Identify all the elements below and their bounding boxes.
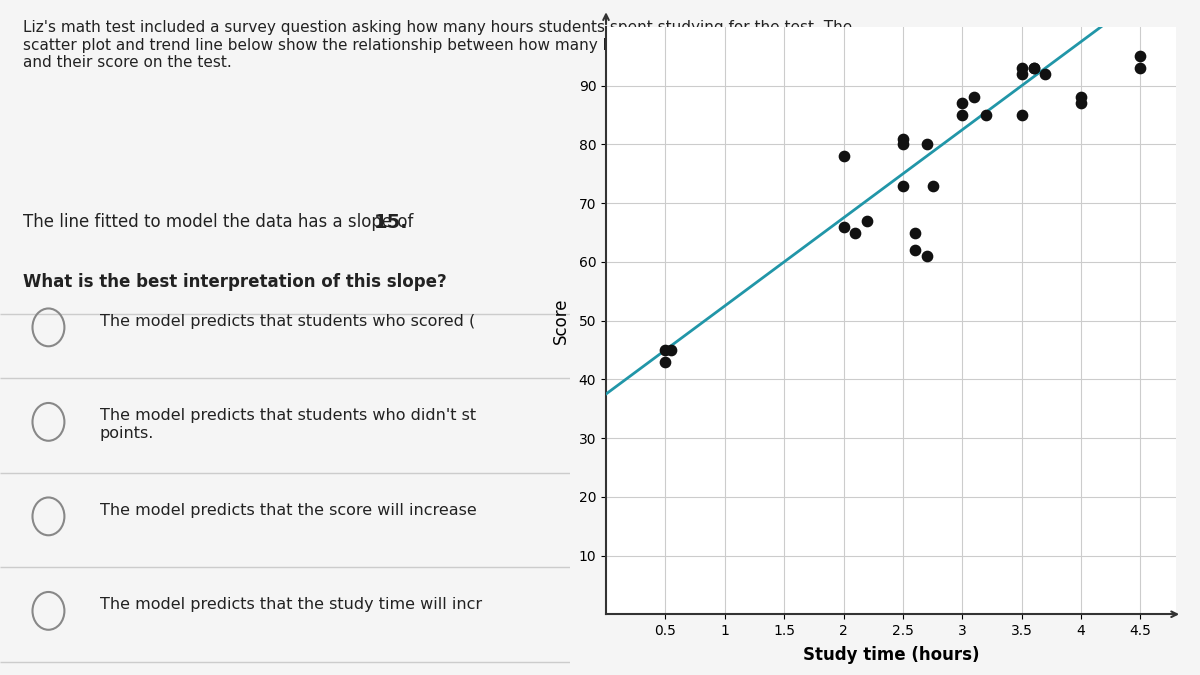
Point bbox=[893, 133, 912, 144]
Point bbox=[846, 227, 865, 238]
Point bbox=[1130, 63, 1150, 74]
Text: 15.: 15. bbox=[373, 213, 408, 232]
Text: The model predicts that students who didn't st
points.: The model predicts that students who did… bbox=[100, 408, 476, 441]
Point bbox=[661, 344, 680, 355]
Point bbox=[1024, 63, 1043, 74]
Point bbox=[655, 356, 674, 367]
Text: The model predicts that the study time will incr: The model predicts that the study time w… bbox=[100, 597, 482, 612]
Point bbox=[1012, 69, 1031, 80]
Text: The model predicts that the score will increase: The model predicts that the score will i… bbox=[100, 503, 476, 518]
Point bbox=[834, 221, 853, 232]
Point bbox=[1036, 69, 1055, 80]
Text: What is the best interpretation of this slope?: What is the best interpretation of this … bbox=[23, 273, 446, 292]
Point bbox=[905, 227, 924, 238]
Point bbox=[917, 139, 936, 150]
Point bbox=[923, 180, 942, 191]
Point bbox=[893, 180, 912, 191]
Point bbox=[1130, 51, 1150, 62]
Text: The model predicts that students who scored (: The model predicts that students who sco… bbox=[100, 314, 475, 329]
Point bbox=[655, 344, 674, 355]
Point bbox=[1024, 63, 1043, 74]
X-axis label: Study time (hours): Study time (hours) bbox=[803, 646, 979, 664]
Point bbox=[917, 250, 936, 261]
Point bbox=[953, 98, 972, 109]
Text: Liz's math test included a survey question asking how many hours students spent : Liz's math test included a survey questi… bbox=[23, 20, 852, 70]
Y-axis label: Score: Score bbox=[552, 298, 570, 344]
Point bbox=[1012, 109, 1031, 120]
Text: The line fitted to model the data has a slope of: The line fitted to model the data has a … bbox=[23, 213, 419, 231]
Point bbox=[893, 139, 912, 150]
Point bbox=[953, 109, 972, 120]
Point bbox=[858, 215, 877, 226]
Point bbox=[965, 92, 984, 103]
Point bbox=[834, 151, 853, 161]
Point bbox=[977, 109, 996, 120]
Point bbox=[1072, 98, 1091, 109]
Point bbox=[1012, 63, 1031, 74]
Point bbox=[905, 245, 924, 256]
Point bbox=[1072, 92, 1091, 103]
